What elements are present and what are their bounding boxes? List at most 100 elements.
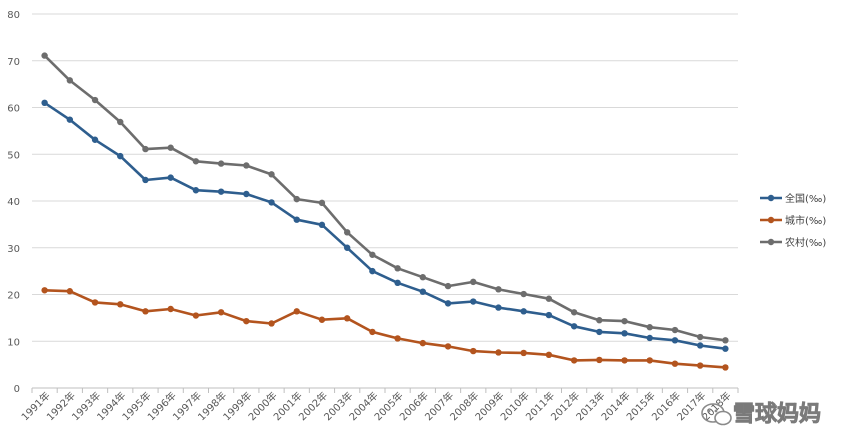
data-point-1-0 (41, 287, 48, 294)
data-point-2-8 (243, 162, 250, 169)
data-point-2-10 (293, 195, 300, 203)
data-point-1-5 (167, 305, 174, 313)
data-point-2-2 (91, 96, 99, 104)
data-point-0-12 (343, 244, 351, 251)
data-point-0-22 (596, 328, 603, 336)
data-point-0-7 (217, 188, 225, 195)
data-point-0-1 (66, 116, 74, 123)
data-point-1-14 (394, 335, 401, 342)
series-line-1 (44, 289, 726, 369)
data-point-2-17 (470, 278, 477, 286)
data-point-2-26 (696, 333, 704, 341)
data-point-0-3 (117, 152, 124, 160)
data-point-1-16 (444, 343, 452, 350)
data-point-1-21 (570, 357, 578, 364)
data-point-0-20 (545, 311, 553, 319)
legend-marker-1 (767, 216, 775, 224)
legend-label-2: 农村(‰) (785, 236, 826, 249)
data-point-1-9 (268, 320, 275, 327)
y-tick-label: 70 (7, 57, 20, 68)
legend-label-0: 全国(‰) (785, 192, 826, 205)
y-tick-label: 80 (7, 10, 20, 21)
legend-marker-2 (767, 238, 775, 246)
series-line-0 (43, 101, 726, 350)
data-point-0-17 (470, 298, 477, 305)
series-lines (41, 52, 729, 371)
data-point-2-22 (596, 317, 603, 324)
gridlines (32, 13, 738, 389)
data-point-2-7 (217, 160, 225, 167)
data-point-2-5 (167, 144, 174, 151)
y-axis-ticks: 0 10 20 30 40 50 60 70 80 (7, 10, 20, 395)
data-point-1-22 (596, 356, 603, 364)
data-point-0-14 (394, 279, 401, 287)
y-tick-label: 0 (14, 384, 20, 395)
data-point-2-23 (621, 317, 628, 325)
data-point-1-27 (722, 364, 729, 371)
x-axis-ticks: 1991年1992年1993年1994年1995年1996年1997年1998年… (18, 388, 739, 423)
data-point-0-8 (243, 190, 250, 198)
data-point-0-26 (696, 342, 704, 349)
data-point-1-8 (243, 317, 250, 325)
data-point-2-6 (192, 158, 200, 165)
data-point-1-6 (192, 312, 200, 319)
data-point-0-19 (520, 308, 527, 315)
data-point-2-25 (671, 326, 679, 334)
data-point-1-10 (293, 308, 300, 315)
data-point-1-11 (318, 316, 326, 323)
y-tick-label: 50 (7, 150, 20, 161)
data-point-0-25 (671, 337, 679, 344)
data-point-1-24 (646, 357, 653, 364)
data-point-0-16 (444, 300, 452, 307)
data-point-1-18 (495, 349, 502, 356)
data-point-2-27 (722, 337, 729, 344)
data-point-1-15 (419, 339, 427, 347)
data-point-2-16 (444, 282, 452, 290)
data-point-0-23 (621, 330, 628, 337)
data-point-0-6 (192, 187, 200, 194)
y-tick-label: 40 (7, 197, 20, 208)
data-point-0-4 (142, 176, 149, 184)
data-point-2-9 (268, 171, 275, 178)
data-point-2-18 (495, 286, 502, 293)
data-point-1-2 (91, 299, 99, 306)
watermark: 雪球妈妈 (701, 402, 821, 427)
data-point-1-20 (545, 351, 553, 359)
data-point-2-21 (570, 309, 578, 316)
y-tick-label: 10 (7, 337, 20, 348)
data-point-2-13 (369, 251, 376, 258)
data-point-1-23 (621, 357, 628, 364)
legend-label-1: 城市(‰) (785, 214, 826, 227)
data-point-1-26 (696, 362, 704, 369)
data-point-2-14 (394, 265, 401, 272)
legend: 全国(‰) 城市(‰) 农村(‰) (760, 192, 826, 249)
data-point-0-13 (369, 267, 376, 275)
wechat-icon (701, 403, 732, 426)
data-point-1-7 (217, 309, 225, 316)
data-point-2-12 (343, 229, 351, 236)
data-point-2-3 (117, 118, 124, 126)
data-point-0-15 (419, 288, 427, 295)
legend-marker-0 (767, 194, 775, 202)
data-point-2-11 (318, 199, 326, 207)
y-tick-label: 30 (7, 244, 20, 255)
y-tick-label: 60 (7, 104, 20, 115)
data-point-2-0 (41, 52, 48, 59)
data-point-2-15 (419, 274, 427, 281)
series-line-2 (43, 54, 726, 342)
data-point-0-0 (41, 99, 48, 107)
data-point-2-20 (545, 295, 553, 302)
data-point-0-10 (293, 216, 300, 223)
data-point-2-24 (646, 324, 653, 331)
data-point-0-27 (722, 345, 729, 352)
data-point-1-1 (66, 288, 74, 295)
data-point-1-12 (343, 315, 351, 322)
data-point-1-4 (142, 308, 149, 315)
data-point-1-17 (470, 347, 477, 355)
data-point-2-19 (520, 290, 527, 298)
data-point-2-4 (142, 145, 149, 153)
data-point-0-9 (268, 199, 275, 206)
watermark-text: 雪球妈妈 (733, 402, 821, 427)
data-point-0-24 (646, 334, 653, 342)
